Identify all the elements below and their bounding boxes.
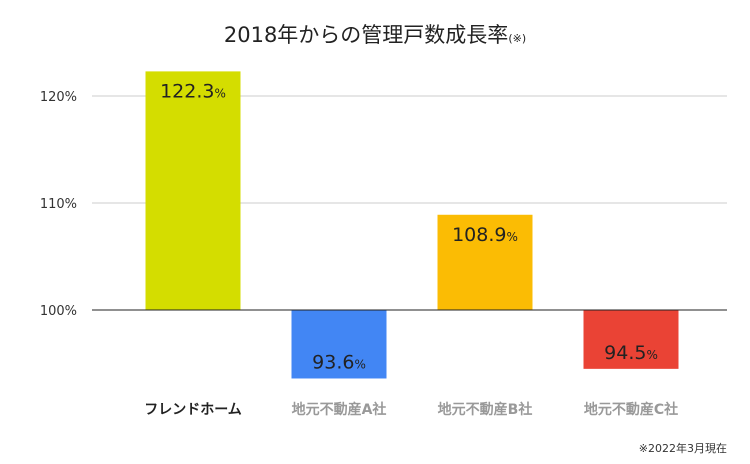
value-labels: 122.3%93.6%108.9%94.5% — [160, 80, 658, 373]
data-label: 93.6% — [312, 351, 366, 373]
y-tick-label: 120% — [40, 90, 77, 105]
data-label: 122.3% — [160, 80, 226, 102]
bar — [437, 214, 533, 310]
category-label: 地元不動産B社 — [438, 401, 533, 418]
category-label: フレンドホーム — [144, 402, 242, 418]
category-label: 地元不動産C社 — [584, 401, 678, 418]
category-label: 地元不動産A社 — [292, 401, 387, 418]
data-label: 94.5% — [604, 342, 658, 364]
data-label-unit: % — [507, 230, 518, 244]
chart-title-text: 2018年からの管理戸数成長率 — [224, 23, 508, 47]
data-label-unit: % — [215, 86, 226, 100]
chart-title-note: (※) — [508, 32, 526, 45]
y-tick-label: 110% — [40, 197, 77, 212]
chart-title: 2018年からの管理戸数成長率(※) — [224, 23, 526, 47]
data-label-value: 94.5 — [604, 342, 646, 364]
y-tick-label: 100% — [40, 304, 77, 319]
data-label-value: 108.9 — [452, 224, 506, 246]
bar — [145, 71, 241, 310]
data-label-value: 122.3 — [160, 80, 214, 102]
footnote: ※2022年3月現在 — [639, 441, 727, 455]
data-label-value: 93.6 — [312, 351, 354, 373]
bars — [145, 71, 679, 379]
bar — [291, 310, 387, 379]
data-label-unit: % — [646, 348, 657, 362]
data-label-unit: % — [354, 357, 365, 371]
bar — [583, 310, 679, 369]
category-labels: フレンドホーム 地元不動産A社 地元不動産B社 地元不動産C社 — [144, 401, 678, 418]
y-axis-ticks: 100% 110% 120% — [40, 90, 77, 319]
data-label: 108.9% — [452, 224, 518, 246]
